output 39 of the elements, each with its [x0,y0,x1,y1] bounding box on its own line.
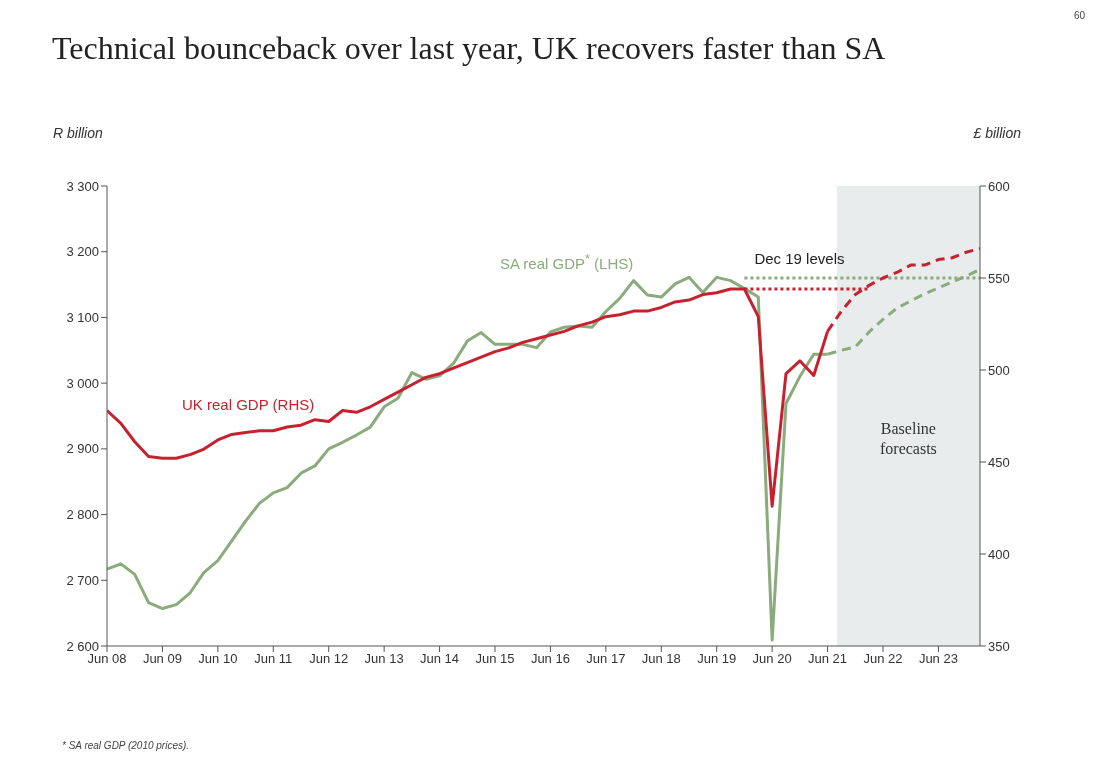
y2-tick-label: 450 [988,454,1010,470]
y2-tick-label: 500 [988,362,1010,378]
annotation: Dec 19 levels [754,250,845,267]
x-tick-label: Jun 23 [918,651,958,667]
text: * SA real GDP (2010 prices). [62,740,190,751]
x-tick-label: Jun 12 [309,651,349,667]
y-tick-label: 3 200 [66,244,99,260]
x-tick-label: Jun 11 [254,651,293,667]
x-tick-label: Jun 22 [863,651,903,667]
y-tick-label: 2 600 [66,638,99,654]
y2-axis-title: £ billion [973,125,1021,141]
y-tick-label: 2 800 [66,507,99,523]
x-tick-label: Jun 08 [87,651,127,667]
x-tick-label: Jun 09 [142,651,182,667]
x-tick-label: Jun 21 [808,651,848,667]
band-label: Baseline forecasts [879,420,937,457]
y-tick-label: 2 900 [66,441,99,457]
y2-tick-label: 350 [988,638,1010,654]
x-tick-label: Jun 13 [364,651,404,667]
y-tick-label: 2 700 [66,572,99,588]
x-tick-label: Jun 16 [530,651,570,667]
y-axis-title: R billion [53,125,103,141]
x-tick-label: Jun 14 [420,651,460,667]
text: 60 [1074,10,1086,21]
series-label: UK real GDP (RHS) [182,396,315,413]
y-tick-label: 3 000 [66,375,99,391]
y2-tick-label: 550 [988,270,1010,286]
x-tick-label: Jun 17 [586,651,626,667]
x-tick-label: Jun 20 [752,651,792,667]
y-tick-label: 3 100 [66,310,99,326]
y2-tick-label: 600 [988,178,1010,194]
series-label: SA real GDP$^{*}$ (LHS) [500,252,634,272]
x-tick-label: Jun 10 [198,651,238,667]
chart-title: Technical bounceback over last year, UK recovers faster than SA [52,30,886,67]
x-tick-label: Jun 15 [475,651,515,667]
x-tick-label: Jun 18 [641,651,681,667]
y2-tick-label: 400 [988,546,1010,562]
y-tick-label: 3 300 [66,178,99,194]
x-tick-label: Jun 19 [697,651,737,667]
